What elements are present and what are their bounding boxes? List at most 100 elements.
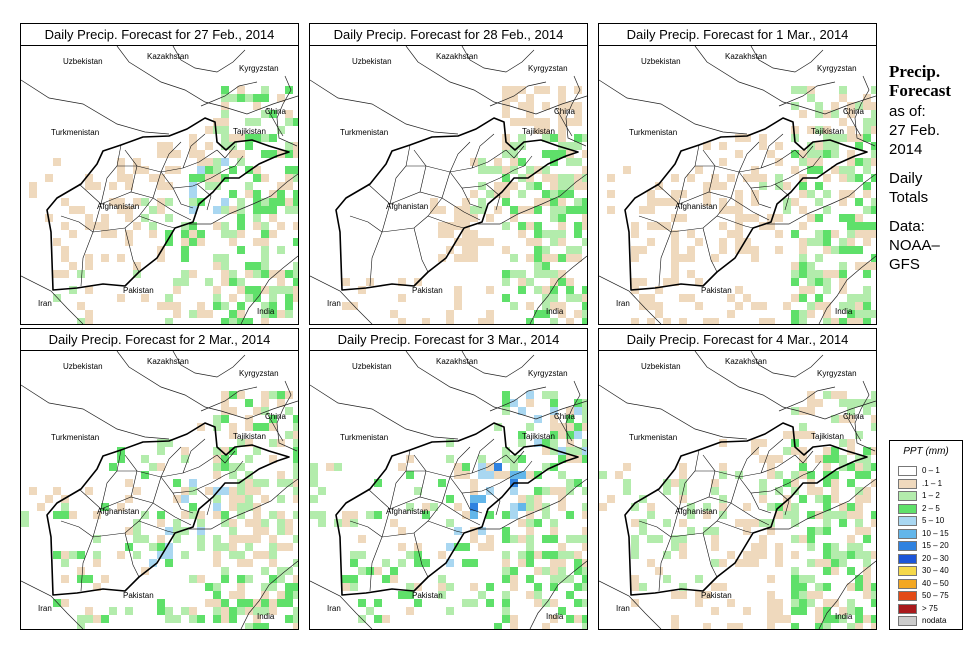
precip-cell: [815, 607, 823, 615]
precip-cell: [863, 455, 871, 463]
precip-cell: [261, 94, 269, 102]
precip-cell: [285, 118, 293, 126]
precip-cell: [350, 551, 358, 559]
precip-cell: [253, 134, 261, 142]
precip-cell: [374, 567, 382, 575]
precip-cell: [406, 591, 414, 599]
precip-cell: [799, 447, 807, 455]
precip-cell: [799, 591, 807, 599]
precip-cell: [863, 302, 871, 310]
precip-cell: [671, 262, 679, 270]
precip-cell: [791, 591, 799, 599]
legend-label: 5 – 10: [922, 516, 945, 525]
precip-cell: [807, 166, 815, 174]
precip-cell: [823, 238, 831, 246]
precip-cell: [237, 198, 245, 206]
precip-cell: [261, 286, 269, 294]
precip-cell: [438, 551, 446, 559]
precip-cell: [823, 190, 831, 198]
precip-cell: [245, 439, 253, 447]
legend-swatch: [898, 491, 917, 501]
country-boundary: [310, 79, 459, 135]
precip-cell: [157, 607, 165, 615]
precip-cell: [253, 118, 261, 126]
province-boundary: [389, 144, 411, 205]
precip-cell: [679, 190, 687, 198]
precip-cell: [855, 615, 863, 623]
map-svg: UzbekistanKazakhstanKyrgyzstanChinaTajik…: [599, 46, 876, 324]
country-boundary: [189, 478, 298, 530]
precip-cell: [839, 607, 847, 615]
precip-cell: [807, 431, 815, 439]
precip-cell: [550, 575, 558, 583]
country-label-pakistan: Pakistan: [701, 591, 732, 600]
country-label-tajikistan: Tajikistan: [522, 432, 555, 441]
precip-cell: [526, 318, 534, 324]
precip-cell: [775, 174, 783, 182]
precip-cell: [510, 302, 518, 310]
precip-cell: [125, 214, 133, 222]
precip-cell: [582, 238, 587, 246]
precip-cell: [342, 278, 350, 286]
precip-cell: [245, 471, 253, 479]
precip-cell: [470, 487, 478, 495]
precip-cell: [550, 447, 558, 455]
precip-cell: [847, 230, 855, 238]
precip-cell: [229, 150, 237, 158]
precip-cell: [679, 318, 687, 324]
precip-cell: [526, 591, 534, 599]
precip-cell: [237, 318, 245, 324]
precip-cell: [446, 583, 454, 591]
precip-cell: [478, 166, 486, 174]
precip-cell: [502, 102, 510, 110]
precip-cell: [799, 246, 807, 254]
precip-cell: [181, 246, 189, 254]
precip-cell: [679, 551, 687, 559]
precip-cell: [261, 270, 269, 278]
precip-cell: [390, 519, 398, 527]
country-label-pakistan: Pakistan: [123, 591, 154, 600]
province-boundary: [349, 520, 383, 538]
province-boundary: [513, 460, 533, 476]
precip-cell: [574, 86, 582, 94]
precip-cell: [582, 535, 587, 543]
province-boundary: [774, 183, 790, 211]
precip-cell: [245, 575, 253, 583]
precip-cell: [181, 270, 189, 278]
precip-cell: [558, 254, 566, 262]
precip-cell: [534, 286, 542, 294]
precip-cell: [871, 423, 876, 431]
precip-cell: [141, 166, 149, 174]
precip-cell: [69, 551, 77, 559]
precip-cell: [422, 503, 430, 511]
precip-cell: [229, 230, 237, 238]
precip-cell: [221, 567, 229, 575]
precip-cell: [229, 535, 237, 543]
precip-cell: [639, 278, 647, 286]
precip-cell: [478, 495, 486, 503]
precip-cell: [293, 270, 298, 278]
precip-cell: [213, 302, 221, 310]
precip-cell: [462, 463, 470, 471]
precip-cell: [775, 599, 783, 607]
precip-cell: [285, 310, 293, 318]
precip-cell: [350, 583, 358, 591]
precip-cell: [703, 623, 711, 629]
precip-cell: [245, 286, 253, 294]
precip-cell: [109, 182, 117, 190]
country-boundary: [21, 275, 84, 324]
precip-cell: [285, 182, 293, 190]
country-boundary: [276, 380, 298, 452]
precip-cell: [237, 495, 245, 503]
precip-cell: [494, 423, 502, 431]
precip-cell: [85, 182, 93, 190]
legend-swatch: [898, 541, 917, 551]
country-boundary: [750, 351, 824, 378]
precip-cell: [181, 551, 189, 559]
precip-cell: [534, 599, 542, 607]
precip-cell: [582, 511, 587, 519]
precip-cell: [277, 575, 285, 583]
precip-cell: [221, 463, 229, 471]
country-boundary: [310, 384, 459, 440]
precip-cell: [751, 519, 759, 527]
